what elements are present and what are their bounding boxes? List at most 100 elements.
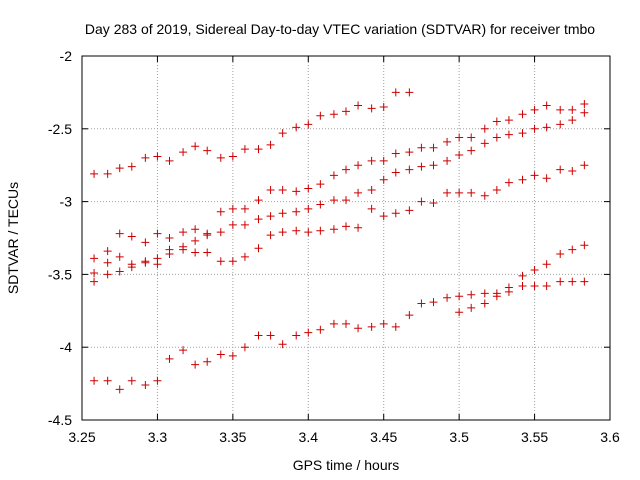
data-point <box>240 145 249 154</box>
data-point <box>240 252 249 261</box>
data-point <box>455 133 464 142</box>
data-point <box>228 220 237 229</box>
x-tick-label: 3.4 <box>299 429 319 445</box>
data-point <box>153 152 162 161</box>
y-tick-label: -4.5 <box>48 412 72 428</box>
data-point <box>480 191 489 200</box>
data-point <box>504 130 513 139</box>
data-point <box>391 88 400 97</box>
data-points <box>90 88 589 394</box>
data-point <box>367 104 376 113</box>
data-point <box>492 117 501 126</box>
data-point <box>228 257 237 266</box>
data-point <box>417 197 426 206</box>
data-point <box>342 107 350 116</box>
data-point <box>165 156 174 165</box>
data-point <box>165 354 174 363</box>
data-point <box>504 283 513 292</box>
data-point <box>216 257 225 266</box>
y-tick-label: -3.5 <box>48 266 72 282</box>
data-point <box>467 133 476 142</box>
data-point <box>354 223 363 232</box>
data-point <box>455 308 464 317</box>
data-point <box>379 212 388 221</box>
data-point <box>492 133 501 142</box>
x-tick-label: 3.55 <box>521 429 548 445</box>
series-series-5 <box>90 277 589 394</box>
data-point <box>556 105 565 114</box>
data-point <box>379 319 388 328</box>
data-point <box>580 108 589 117</box>
data-point <box>115 267 124 276</box>
chart-title: Day 283 of 2019, Sidereal Day-to-day VTE… <box>85 21 595 37</box>
x-axis-label: GPS time / hours <box>293 457 400 473</box>
data-point <box>492 185 501 194</box>
data-point <box>556 277 565 286</box>
data-point <box>90 376 99 385</box>
data-point <box>240 343 249 352</box>
data-point <box>329 196 338 205</box>
data-point <box>203 146 212 155</box>
data-point <box>467 146 476 155</box>
data-point <box>580 241 589 250</box>
data-point <box>542 101 551 110</box>
y-axis-label: SDTVAR / TECUs <box>5 182 21 294</box>
y-tick-label: -2 <box>60 48 73 64</box>
data-point <box>191 236 200 245</box>
data-point <box>542 282 551 291</box>
data-point <box>580 277 589 286</box>
data-point <box>228 152 237 161</box>
data-point <box>316 111 325 120</box>
data-point <box>530 105 539 114</box>
data-point <box>429 143 438 152</box>
y-tick-label: -4 <box>60 339 73 355</box>
data-point <box>504 178 513 187</box>
data-point <box>254 196 263 205</box>
data-point <box>278 185 287 194</box>
data-point <box>254 215 263 224</box>
data-point <box>556 165 565 174</box>
data-point <box>292 331 301 340</box>
x-tick-label: 3.5 <box>449 429 469 445</box>
data-point <box>367 204 376 213</box>
data-point <box>191 248 200 257</box>
data-point <box>115 252 124 261</box>
data-point <box>316 180 325 189</box>
data-point <box>254 145 263 154</box>
data-point <box>228 351 237 360</box>
data-point <box>530 282 539 291</box>
data-point <box>518 271 527 280</box>
x-tick-label: 3.6 <box>600 429 620 445</box>
x-tick-label: 3.3 <box>148 429 168 445</box>
data-point <box>240 204 249 213</box>
data-point <box>203 229 212 238</box>
data-point <box>391 168 400 177</box>
data-point <box>443 156 452 165</box>
data-point <box>278 209 287 218</box>
data-point <box>354 324 363 333</box>
data-point <box>266 231 275 240</box>
data-point <box>518 282 527 291</box>
data-point <box>103 247 112 256</box>
data-point <box>266 185 275 194</box>
data-point <box>141 238 150 247</box>
data-point <box>556 120 565 129</box>
data-point <box>90 169 99 178</box>
data-point <box>342 222 350 231</box>
data-point <box>153 229 162 238</box>
data-point <box>216 228 225 237</box>
data-point <box>455 292 464 301</box>
data-point <box>179 228 188 237</box>
data-point <box>342 196 350 205</box>
data-point <box>266 140 275 149</box>
series-series-6 <box>455 241 589 317</box>
data-point <box>304 120 313 129</box>
data-point <box>367 156 376 165</box>
series-series-3 <box>90 108 589 277</box>
data-point <box>304 228 313 237</box>
data-point <box>266 331 275 340</box>
data-point <box>203 357 212 366</box>
data-point <box>191 360 200 369</box>
data-point <box>103 258 112 267</box>
data-point <box>429 298 438 307</box>
